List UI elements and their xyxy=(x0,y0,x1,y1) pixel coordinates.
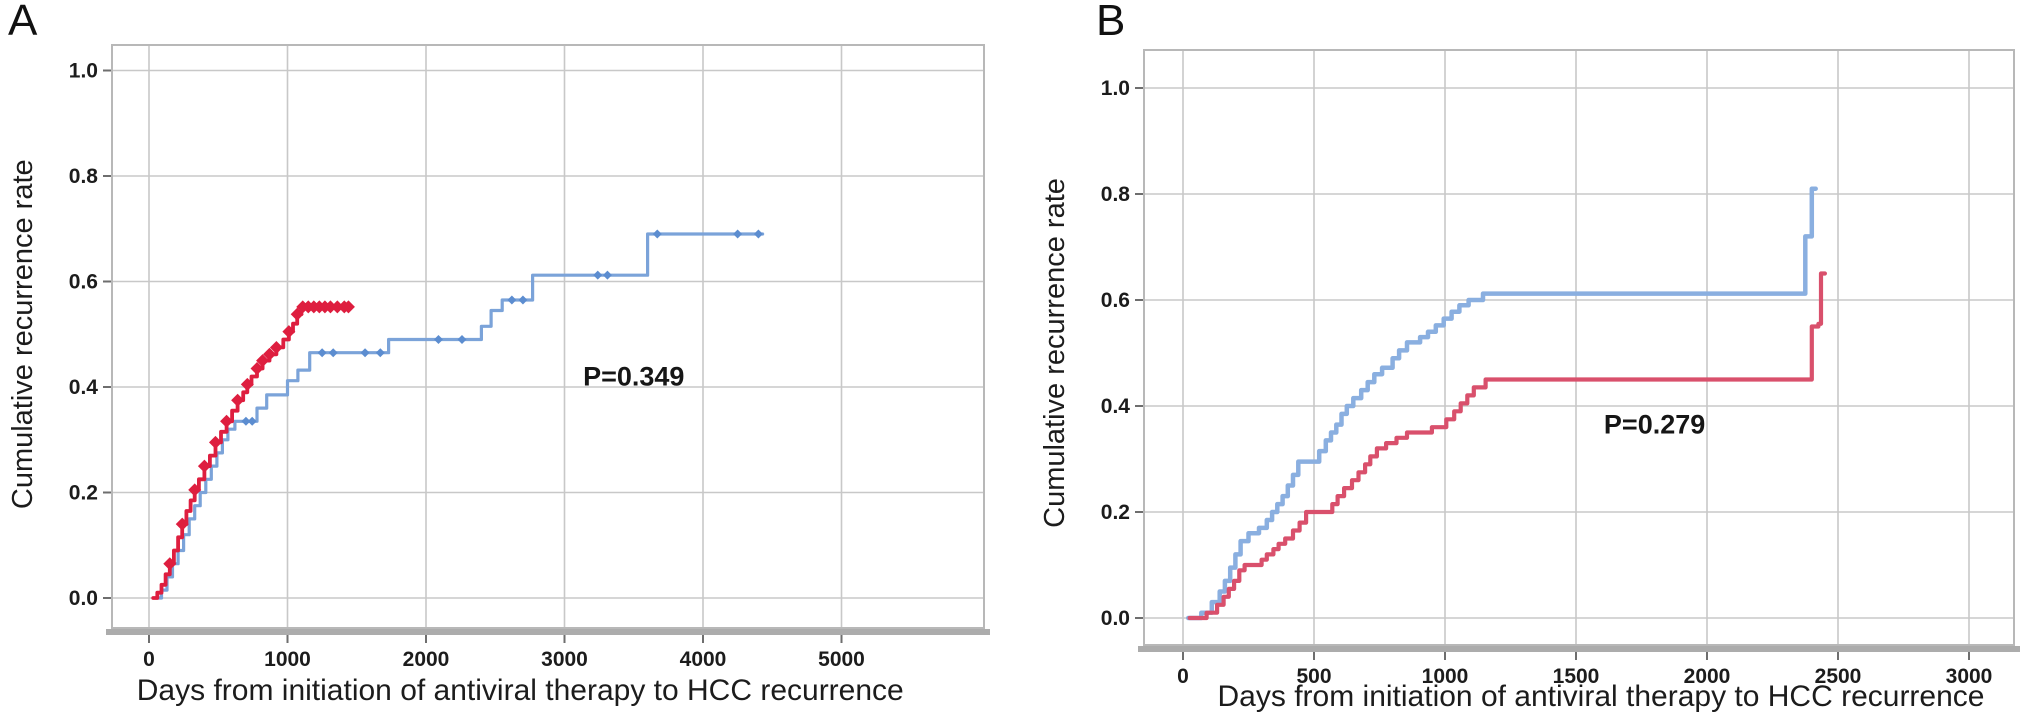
censor-mark xyxy=(282,325,296,339)
x-tick-label: 0 xyxy=(1177,665,1189,688)
censor-mark xyxy=(593,270,603,280)
censor-mark xyxy=(231,393,245,407)
y-tick-label: 0.2 xyxy=(69,482,98,505)
x-tick-label: 1000 xyxy=(264,648,311,671)
x-tick-label: 1500 xyxy=(1553,665,1600,688)
recurrence-curve-red-group xyxy=(151,304,351,600)
panel-b-label: B xyxy=(1096,0,1126,45)
plot-frame xyxy=(1143,49,2015,646)
censor-mark xyxy=(197,459,211,473)
censor-mark xyxy=(507,295,517,305)
x-tick-label: 5000 xyxy=(818,648,865,671)
plot-frame xyxy=(111,44,985,629)
censor-mark xyxy=(262,347,276,361)
x-tick-label: 1000 xyxy=(1422,665,1469,688)
censor-mark xyxy=(375,348,385,358)
censor-mark xyxy=(163,557,177,571)
panel-a-label: A xyxy=(8,0,38,45)
x-tick-label: 4000 xyxy=(680,648,727,671)
y-tick-label: 0.8 xyxy=(69,165,99,188)
censor-mark xyxy=(518,295,528,305)
censor-mark xyxy=(250,362,264,376)
censor-mark xyxy=(360,348,370,358)
censor-mark xyxy=(188,483,202,497)
x-tick-label: 3000 xyxy=(1946,665,1993,688)
y-tick-label: 0.8 xyxy=(1101,183,1131,206)
x-tick-label: 2500 xyxy=(1815,665,1862,688)
panel-b: B 0 500 1000 1500 2000 2500 3000 0.0 0.2 0.4 0.6 0.… xyxy=(1015,0,2031,715)
recurrence-curve-red-group xyxy=(1187,271,1827,621)
y-tick-label: 0.2 xyxy=(1101,501,1130,524)
y-tick-label: 0.4 xyxy=(1101,395,1131,418)
x-tick-label: 0 xyxy=(143,648,155,671)
panel-a: A 0 1000 2000 3000 4000 5000 0.0 0.2 0.4 0.6 0.8 1.… xyxy=(0,0,1015,715)
censor-mark xyxy=(175,517,189,531)
censor-mark xyxy=(433,335,443,345)
y-tick-label: 0.0 xyxy=(69,587,98,610)
y-tick-label: 0.0 xyxy=(1101,607,1130,630)
y-tick-label: 1.0 xyxy=(1101,77,1130,100)
p-value-annotation: P=0.349 xyxy=(583,361,684,391)
x-tick-label: 500 xyxy=(1296,665,1331,688)
censor-mark xyxy=(733,229,743,239)
panel-a-plot: 0 1000 2000 3000 4000 5000 0.0 0.2 0.4 0.6 0.8 1.0 D… xyxy=(7,44,990,707)
censor-mark xyxy=(330,300,344,314)
censor-mark xyxy=(328,348,338,358)
censor-mark xyxy=(241,416,251,426)
censor-mark xyxy=(457,335,467,345)
x-tick-label: 2000 xyxy=(403,648,450,671)
censor-mark xyxy=(220,414,234,428)
y-tick-label: 0.6 xyxy=(69,271,98,294)
y-tick-label: 0.4 xyxy=(69,376,99,399)
censor-mark xyxy=(247,416,257,426)
censor-mark xyxy=(323,300,337,314)
censor-mark xyxy=(652,229,662,239)
y-tick-label: 1.0 xyxy=(69,60,98,83)
y-axis-title: Cumulative recurrence rate xyxy=(7,159,39,509)
x-tick-label: 2000 xyxy=(1684,665,1731,688)
censor-mark xyxy=(240,377,254,391)
censor-mark xyxy=(256,354,270,368)
censor-mark xyxy=(341,300,355,314)
x-axis-title: Days from initiation of antiviral therap… xyxy=(1218,680,1985,713)
censor-mark xyxy=(602,270,612,280)
censor-mark xyxy=(753,229,763,239)
recurrence-curve-blue-group xyxy=(154,232,765,600)
censor-mark xyxy=(317,348,327,358)
x-tick-label: 3000 xyxy=(541,648,588,671)
y-tick-label: 0.6 xyxy=(1101,289,1130,312)
panel-b-plot: 0 500 1000 1500 2000 2500 3000 0.0 0.2 0.4 0.6 0.8 1… xyxy=(1039,49,2020,713)
y-axis-title: Cumulative recurrence rate xyxy=(1039,178,1071,528)
p-value-annotation: P=0.279 xyxy=(1604,410,1705,440)
censor-mark xyxy=(208,435,222,449)
censor-mark xyxy=(269,340,283,354)
recurrence-curve-blue-group xyxy=(1185,186,1818,621)
x-axis-title: Days from initiation of antiviral therap… xyxy=(137,674,904,707)
